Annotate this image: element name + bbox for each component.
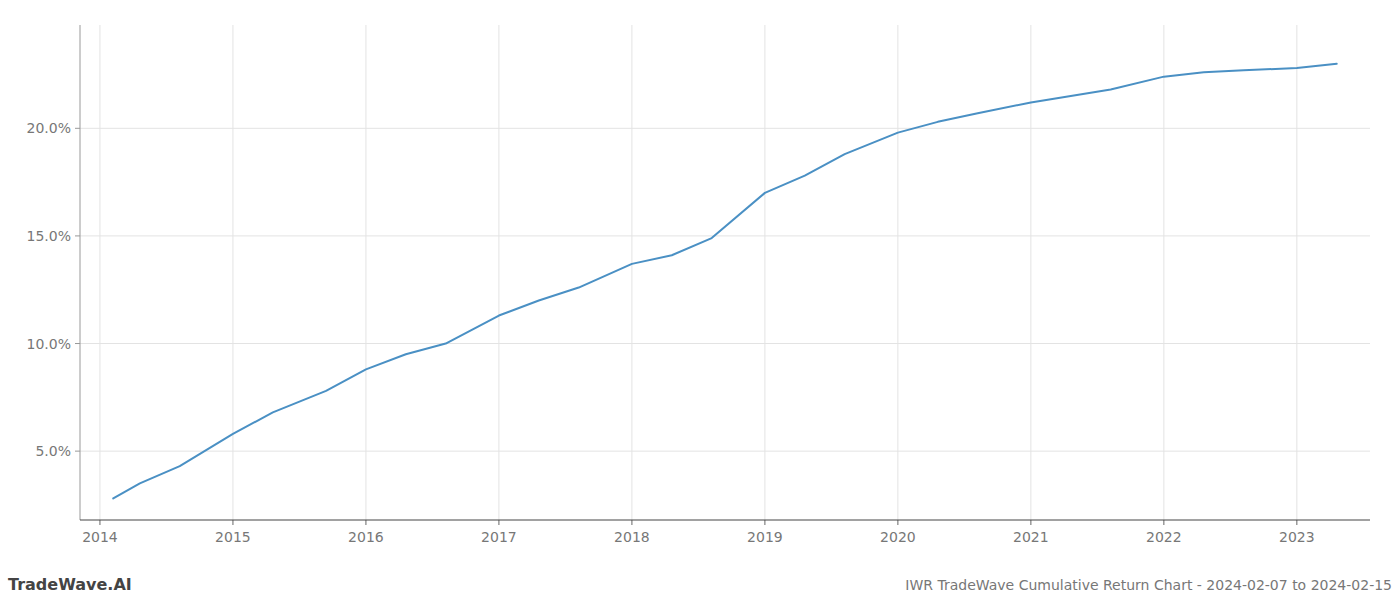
y-grid-line — [80, 235, 1370, 236]
x-grid-line — [631, 25, 632, 520]
x-tick — [1030, 520, 1031, 525]
y-tick-label: 5.0% — [35, 443, 71, 459]
y-tick-label: 20.0% — [27, 120, 71, 136]
grid — [80, 25, 1370, 520]
x-grid-line — [1296, 25, 1297, 520]
x-tick — [232, 520, 233, 525]
x-tick-label: 2015 — [215, 529, 251, 545]
x-tick — [498, 520, 499, 525]
x-tick-label: 2021 — [1013, 529, 1049, 545]
x-tick-label: 2017 — [481, 529, 517, 545]
x-tick — [1163, 520, 1164, 525]
x-tick-label: 2020 — [880, 529, 916, 545]
x-grid-line — [99, 25, 100, 520]
x-grid-line — [365, 25, 366, 520]
x-tick — [99, 520, 100, 525]
x-tick — [764, 520, 765, 525]
y-axis-line — [80, 25, 81, 520]
x-tick-label: 2018 — [614, 529, 650, 545]
x-grid-line — [764, 25, 765, 520]
x-tick — [1296, 520, 1297, 525]
x-grid-line — [232, 25, 233, 520]
x-grid-line — [498, 25, 499, 520]
plot-area — [113, 64, 1337, 499]
y-tick-label: 10.0% — [27, 336, 71, 352]
page: {"chart_data": {"type": "line", "title":… — [0, 0, 1400, 600]
title: IWR TradeWave Cumulative Return Chart - … — [905, 577, 1392, 593]
x-tick — [365, 520, 366, 525]
watermark: TradeWave.AI — [8, 575, 132, 594]
x-tick-label: 2023 — [1279, 529, 1315, 545]
x-axis-line — [80, 520, 1370, 521]
y-grid-line — [80, 128, 1370, 129]
y-tick — [75, 128, 80, 129]
x-tick-label: 2014 — [82, 529, 118, 545]
y-tick — [75, 343, 80, 344]
axes: 2014 2015 2016 2017 2018 2019 2020 2021 2022 2023… — [27, 25, 1370, 545]
y-tick-label: 15.0% — [27, 228, 71, 244]
x-grid-line — [1030, 25, 1031, 520]
x-tick — [897, 520, 898, 525]
x-tick — [631, 520, 632, 525]
y-grid-line — [80, 451, 1370, 452]
y-grid-line — [80, 343, 1370, 344]
x-grid-line — [1163, 25, 1164, 520]
data-line — [113, 64, 1337, 499]
x-tick-label: 2016 — [348, 529, 384, 545]
x-tick-label: 2022 — [1146, 529, 1182, 545]
x-tick-label: 2019 — [747, 529, 783, 545]
y-tick — [75, 235, 80, 236]
x-grid-line — [897, 25, 898, 520]
y-tick — [75, 451, 80, 452]
chart: 2014 2015 2016 2017 2018 2019 2020 2021 2022 2023… — [0, 0, 1400, 600]
